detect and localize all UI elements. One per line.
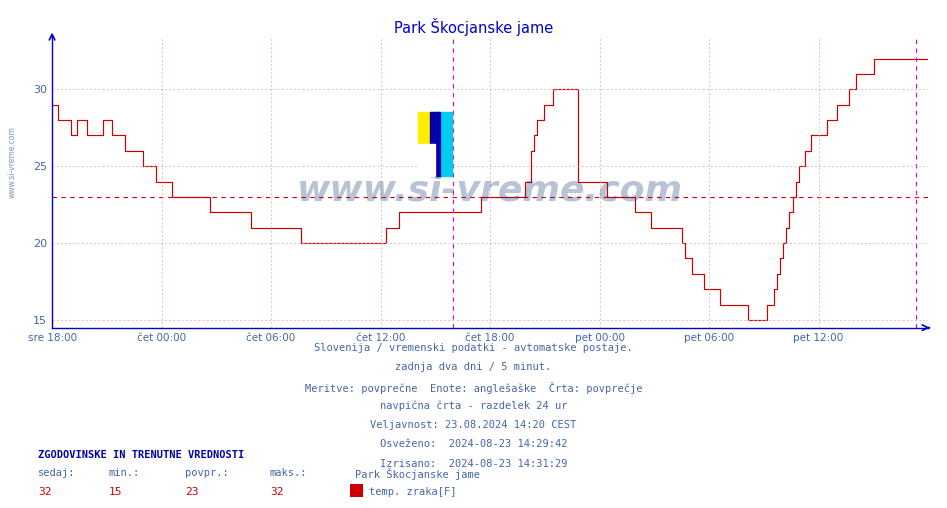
Text: 15: 15 [109, 487, 122, 497]
Text: Osveženo:  2024-08-23 14:29:42: Osveženo: 2024-08-23 14:29:42 [380, 439, 567, 450]
Text: Slovenija / vremenski podatki - avtomatske postaje.: Slovenija / vremenski podatki - avtomats… [314, 343, 633, 353]
Text: Park Škocjanske jame: Park Škocjanske jame [355, 468, 480, 481]
Text: Izrisano:  2024-08-23 14:31:29: Izrisano: 2024-08-23 14:31:29 [380, 459, 567, 469]
Text: Meritve: povprečne  Enote: anglešaške  Črta: povprečje: Meritve: povprečne Enote: anglešaške Črt… [305, 382, 642, 394]
Text: 32: 32 [270, 487, 283, 497]
Text: navpična črta - razdelek 24 ur: navpična črta - razdelek 24 ur [380, 401, 567, 411]
Text: min.:: min.: [109, 468, 140, 479]
Text: zadnja dva dni / 5 minut.: zadnja dva dni / 5 minut. [396, 362, 551, 372]
Text: www.si-vreme.com: www.si-vreme.com [8, 126, 17, 199]
Text: ZGODOVINSKE IN TRENUTNE VREDNOSTI: ZGODOVINSKE IN TRENUTNE VREDNOSTI [38, 450, 244, 460]
Text: 32: 32 [38, 487, 51, 497]
Text: sedaj:: sedaj: [38, 468, 76, 479]
Text: temp. zraka[F]: temp. zraka[F] [369, 487, 456, 497]
Text: maks.:: maks.: [270, 468, 308, 479]
Polygon shape [430, 112, 439, 144]
Bar [419, 144, 435, 176]
Polygon shape [430, 144, 439, 176]
Text: Park Škocjanske jame: Park Škocjanske jame [394, 18, 553, 36]
Text: povpr.:: povpr.: [185, 468, 228, 479]
Text: Veljavnost: 23.08.2024 14:20 CEST: Veljavnost: 23.08.2024 14:20 CEST [370, 420, 577, 430]
Bar [419, 112, 435, 144]
Text: 23: 23 [185, 487, 198, 497]
Bar [435, 112, 452, 176]
Text: www.si-vreme.com: www.si-vreme.com [297, 173, 683, 207]
